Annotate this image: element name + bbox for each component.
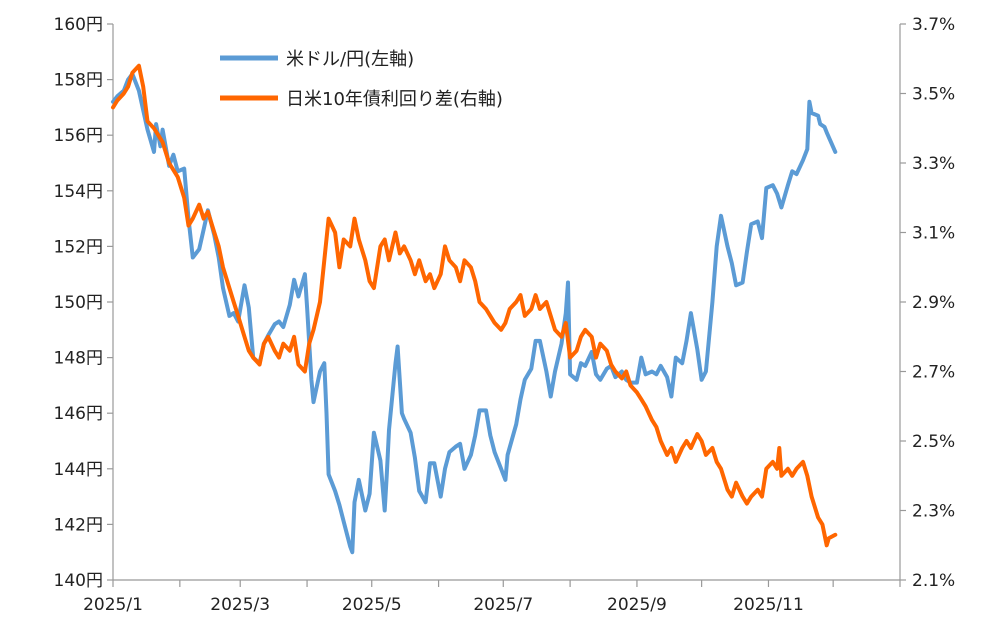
x-tick-label: 2025/3 (210, 595, 270, 615)
left-tick-label: 158円 (54, 71, 103, 91)
left-tick-label: 144円 (54, 460, 103, 480)
legend: 米ドル/円(左軸) 日米10年債利回り差(右軸) (220, 49, 503, 110)
left-tick-label: 146円 (54, 404, 103, 424)
left-tick-label: 140円 (54, 571, 103, 591)
left-tick-label: 156円 (54, 126, 103, 146)
right-tick-label: 3.5% (912, 85, 955, 105)
legend-label: 日米10年債利回り差(右軸) (286, 89, 503, 110)
yield-spread-line (111, 63, 838, 548)
left-tick-label: 152円 (54, 237, 103, 257)
left-tick-label: 150円 (54, 293, 103, 313)
right-tick-label: 3.1% (912, 224, 955, 244)
x-tick-label: 2025/7 (473, 595, 533, 615)
right-tick-label: 2.7% (912, 363, 955, 383)
left-tick-label: 142円 (54, 515, 103, 535)
right-tick-label: 2.1% (912, 571, 955, 591)
right-tick-label: 3.7% (912, 15, 955, 35)
axes: 160円 158円 156円 154円 152円 150円 148円 146円 144円 142円… (54, 15, 956, 615)
right-tick-label: 2.5% (912, 432, 955, 452)
legend-label: 米ドル/円(左軸) (286, 49, 414, 70)
x-tick-label: 2025/1 (83, 595, 143, 615)
right-tick-label: 2.3% (912, 502, 955, 522)
left-tick-label: 148円 (54, 349, 103, 369)
right-tick-label: 2.9% (912, 293, 955, 313)
x-tick-label: 2025/9 (607, 595, 667, 615)
usdjpy-line (111, 72, 838, 555)
left-tick-label: 154円 (54, 182, 103, 202)
x-tick-label: 2025/11 (733, 595, 804, 615)
right-tick-label: 3.3% (912, 154, 955, 174)
left-tick-label: 160円 (54, 15, 103, 35)
series-lines (111, 63, 838, 555)
x-tick-label: 2025/5 (342, 595, 402, 615)
